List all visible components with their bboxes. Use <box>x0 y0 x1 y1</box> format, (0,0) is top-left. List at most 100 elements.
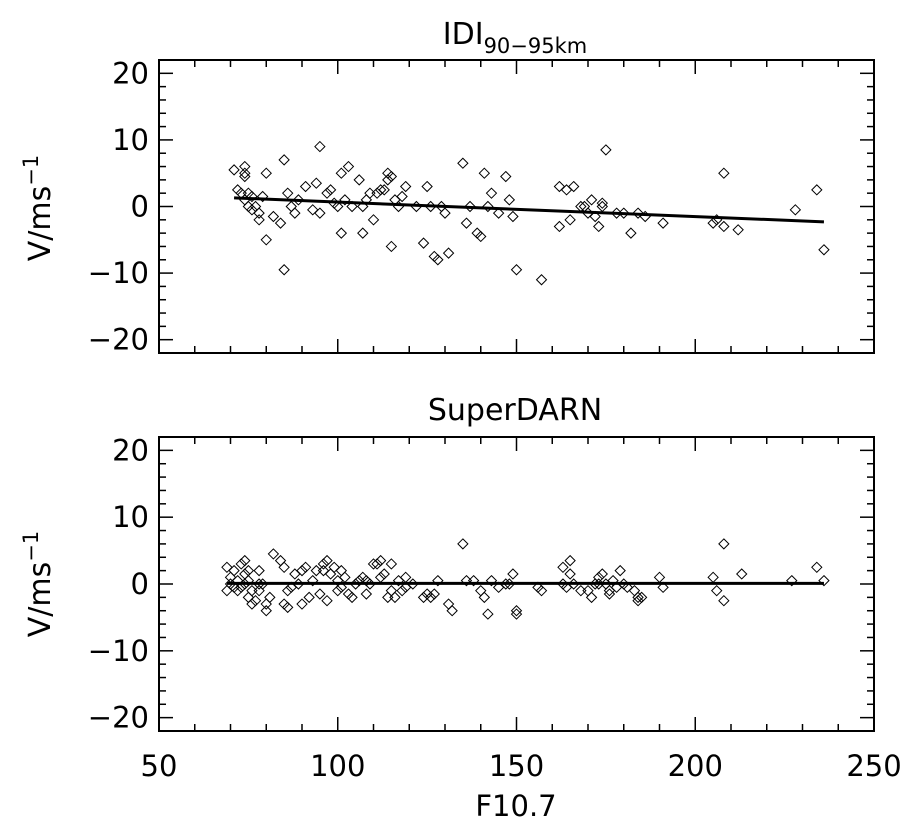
panel-idi-data-point <box>374 184 387 196</box>
panel-superdarn-data-point <box>224 571 237 584</box>
panel-idi-data-point <box>471 227 483 239</box>
panel-superdarn-data-point <box>718 538 730 550</box>
panel-superdarn-ylabel: V/ms−1 <box>19 531 58 637</box>
panel-idi-data-point <box>553 220 566 233</box>
panel-superdarn-title: SuperDARN <box>428 393 602 428</box>
panel-superdarn-data-point <box>346 591 358 604</box>
panel-idi-data-point <box>307 204 319 216</box>
panel-idi-data-point <box>278 264 290 276</box>
panel-superdarn-ytick-label: 10 <box>112 500 149 534</box>
panel-superdarn-data-point <box>317 564 330 577</box>
panel-idi-data-point <box>478 167 491 179</box>
panel-idi-fit-line <box>234 196 825 224</box>
panel-idi-data-point <box>460 217 473 229</box>
panel-idi-data-point <box>239 160 251 173</box>
panel-superdarn-data-point <box>242 564 255 577</box>
panel-idi: IDI90−95km V/ms−1 −20 −10 0 10 20 <box>19 17 875 357</box>
panel-idi-data-point <box>475 230 487 243</box>
panel-idi-data-point <box>578 200 591 213</box>
panel-superdarn-data-point <box>424 591 437 604</box>
panel-idi-data-point <box>732 224 744 236</box>
panel-idi-ytick-label: −10 <box>88 256 149 290</box>
panel-superdarn-data-point <box>267 548 280 560</box>
panel-superdarn-data-point <box>603 584 616 597</box>
panel-superdarn-data-point <box>253 564 265 577</box>
panel-superdarn-xtick-label: 150 <box>489 749 544 783</box>
panel-idi-data-point <box>267 210 280 223</box>
panel-idi-data-point <box>464 200 476 213</box>
panel-idi-data-point <box>242 187 255 199</box>
panel-superdarn-data-point <box>482 608 494 620</box>
panel-superdarn-data-point <box>281 584 294 597</box>
panel-idi-data-point <box>492 207 505 219</box>
panel-idi-data-point <box>428 250 440 263</box>
panel-idi-data-point <box>535 274 548 286</box>
panel-superdarn-data-point <box>342 588 355 600</box>
panel-superdarn-data-point <box>632 594 644 607</box>
panel-superdarn-ytick-label: 0 <box>131 567 149 601</box>
panel-superdarn-data-point <box>274 554 287 567</box>
panel-idi-data-point <box>718 220 730 233</box>
panel-idi-data-point <box>292 194 305 206</box>
panel-idi-data-point <box>399 180 412 193</box>
panel-superdarn-data-point <box>432 574 444 587</box>
panel-superdarn-data-point <box>467 574 480 587</box>
panel-idi-data-point <box>324 184 337 196</box>
panel-superdarn: SuperDARN V/ms−1 −20 −10 0 10 20 50 100 150 200… <box>19 393 902 823</box>
panel-idi-data-point <box>417 237 430 249</box>
panel-superdarn-data-point <box>786 574 798 587</box>
panel-superdarn-data-point <box>628 584 641 597</box>
panel-idi-data-point <box>482 200 494 213</box>
panel-superdarn-data-point <box>385 558 398 570</box>
panel-idi-data-point <box>385 240 398 253</box>
panel-superdarn-data-point <box>317 558 330 570</box>
panel-idi-data-point <box>457 157 469 169</box>
panel-idi-data-point <box>507 210 519 223</box>
panel-idi-data-point <box>256 190 269 203</box>
panel-idi-data-point <box>246 204 258 216</box>
panel-idi-data-point <box>310 177 323 189</box>
panel-superdarn-data-point <box>818 574 830 587</box>
panel-idi-data-point <box>239 170 251 183</box>
panel-superdarn-data-point <box>385 584 398 597</box>
panel-idi-data-point <box>249 200 262 213</box>
panel-idi-data-point <box>421 180 433 193</box>
panel-idi-data-point <box>596 200 609 213</box>
panel-superdarn-data-point <box>221 584 233 597</box>
panel-idi-data-point <box>246 190 258 203</box>
panel-superdarn-data-point <box>382 591 394 604</box>
panel-idi-data-point <box>385 170 398 183</box>
panel-superdarn-ytick-label: 20 <box>112 433 149 467</box>
panel-superdarn-data-point <box>371 558 383 570</box>
panel-idi-data-point <box>589 210 601 223</box>
panel-superdarn-data-point <box>635 591 648 604</box>
panel-idi-data-point <box>510 264 523 276</box>
panel-idi-data-point <box>625 227 637 239</box>
panel-superdarn-data-point <box>235 558 247 570</box>
panel-idi-data-point <box>818 244 830 256</box>
panel-idi-data-point <box>500 170 512 183</box>
panel-idi-data-point <box>342 160 355 173</box>
panel-idi-plot-frame <box>158 59 875 354</box>
panel-superdarn-data-point <box>260 598 272 610</box>
panel-superdarn-data-point <box>335 564 348 577</box>
panel-superdarn-data-point <box>374 554 387 567</box>
panel-superdarn-data-point <box>249 594 262 607</box>
panel-superdarn-xlabel: F10.7 <box>475 789 556 823</box>
panel-idi-data-point <box>789 204 802 216</box>
panel-superdarn-data-point <box>374 571 387 584</box>
panel-superdarn-data-point <box>457 538 469 550</box>
panel-superdarn-data-point <box>475 584 487 597</box>
panel-superdarn-data-point <box>811 561 823 574</box>
panel-superdarn-data-point <box>535 584 548 597</box>
panel-idi-data-point <box>618 207 630 219</box>
panel-superdarn-data-point <box>278 561 290 574</box>
panel-idi-data-point <box>503 194 516 206</box>
panel-superdarn-data-point <box>736 568 748 580</box>
panel-superdarn-data-point <box>221 561 233 574</box>
panel-superdarn-data-point <box>417 591 430 604</box>
panel-idi-data-point <box>718 167 730 179</box>
panel-idi-data-point <box>353 174 365 186</box>
panel-superdarn-data-point <box>242 591 255 604</box>
